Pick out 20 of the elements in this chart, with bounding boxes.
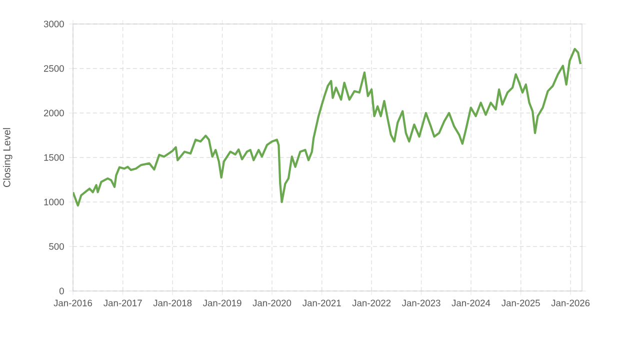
x-tick-label: Jan-2022 — [352, 300, 391, 306]
y-tick-label: 0 — [59, 288, 64, 294]
y-axis-title: Closing Level — [2, 128, 12, 188]
x-tick-label: Jan-2020 — [252, 300, 292, 306]
x-tick-label: Jan-2026 — [551, 300, 590, 306]
x-tick-label: Jan-2017 — [104, 300, 142, 306]
x-tick-label: Jan-2016 — [54, 300, 92, 306]
x-tick-label: Jan-2018 — [153, 300, 192, 306]
y-tick-label: 3000 — [44, 20, 64, 28]
y-tick-label: 1500 — [44, 154, 64, 161]
y-tick-label: 1000 — [44, 198, 64, 206]
x-tick-label: Jan-2019 — [202, 300, 242, 306]
y-tick-label: 2000 — [44, 110, 64, 116]
y-tick-label: 2500 — [44, 65, 64, 72]
x-tick-label: Jan-2024 — [452, 300, 490, 306]
line-series — [73, 48, 582, 207]
y-tick-label: 500 — [49, 243, 64, 250]
x-tick-label: Jan-2025 — [502, 300, 540, 306]
x-tick-label: Jan-2021 — [302, 300, 341, 306]
x-tick-label: Jan-2023 — [402, 300, 440, 306]
